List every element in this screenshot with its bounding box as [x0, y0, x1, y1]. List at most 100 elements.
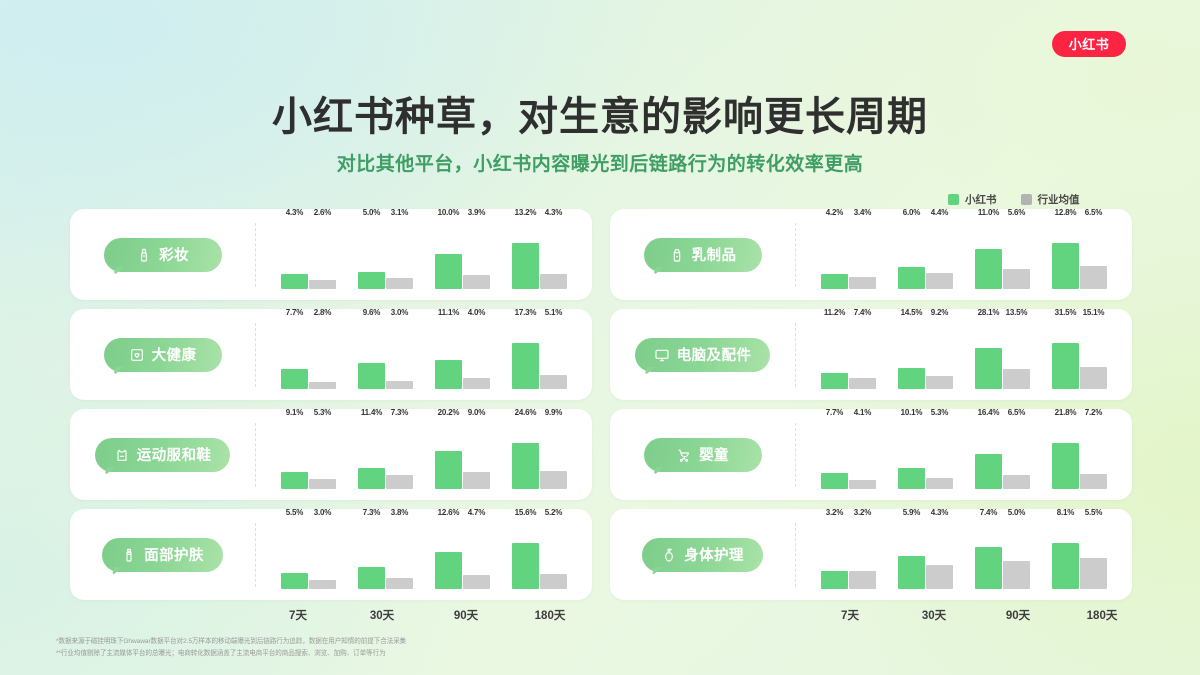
bar-industry: 13.5% [1003, 308, 1030, 389]
category-pill-wrap: 大健康 [70, 337, 255, 372]
bar-column: 5.5% [281, 508, 308, 589]
bar-industry: 9.0% [463, 408, 490, 489]
bar-industry: 3.0% [309, 508, 336, 589]
card-divider [255, 322, 256, 387]
bar-xiaohongshu: 20.2% [435, 408, 462, 489]
footnotes: *数据来源于磁挂明珠下Ghwawar数据平台对2.5万样本的移动端曝光到后链路行… [56, 636, 756, 660]
bar-xiaohongshu: 11.4% [358, 408, 385, 489]
monitor-icon [654, 347, 670, 363]
bar-group: 12.6% 4.7% [435, 508, 490, 589]
bar-group: 8.1% 5.5% [1052, 508, 1107, 589]
bar-value-label: 5.3% [313, 408, 332, 417]
bar-column: 12.8% [1052, 208, 1079, 289]
bar-column: 3.0% [309, 508, 336, 589]
axis-tick-label: 180天 [534, 610, 566, 622]
lotion-bottle-icon [661, 547, 677, 563]
category-pill[interactable]: 彩妆 [103, 237, 222, 272]
bar-column: 11.0% [975, 208, 1002, 289]
bar-value-label: 5.5% [1084, 508, 1103, 517]
bar-value-label: 4.1% [853, 408, 872, 417]
bar-xiaohongshu: 11.0% [975, 208, 1002, 289]
category-pill[interactable]: 婴童 [643, 437, 762, 472]
bar-group: 11.1% 4.0% [435, 308, 490, 389]
legend-item-0: 小红书 [948, 192, 997, 207]
bar-xiaohongshu: 3.2% [821, 508, 848, 589]
bar-value-label: 10.1% [900, 408, 923, 417]
bar-column: 5.0% [358, 208, 385, 289]
bar-column: 5.2% [540, 508, 567, 589]
bar-column: 4.2% [821, 208, 848, 289]
bar-value-label: 6.5% [1084, 208, 1103, 217]
bar-column: 7.3% [358, 508, 385, 589]
bar-xiaohongshu: 17.3% [512, 308, 539, 389]
category-pill-label: 乳制品 [691, 248, 737, 264]
bar-xiaohongshu: 11.1% [435, 308, 462, 389]
bar-column: 11.4% [358, 408, 385, 489]
bar-value-label: 6.0% [902, 208, 921, 217]
category-pill-label: 电脑及配件 [676, 348, 752, 364]
page-subtitle: 对比其他平台，小红书内容曝光到后链路行为的转化效率更高 [336, 154, 864, 175]
category-card: 大健康 7.7% 2.8% 9.6% 3.0% 11.1% 4.0% 17.3% 5.1% [70, 308, 592, 400]
bar-industry: 9.9% [540, 408, 567, 489]
bar-value-label: 11.2% [823, 308, 846, 317]
category-pill[interactable]: 大健康 [103, 337, 222, 372]
axis-tick-label: 90天 [1005, 610, 1031, 622]
bar-value-label: 15.6% [514, 508, 537, 517]
bar-industry: 15.1% [1080, 308, 1107, 389]
bar-xiaohongshu: 12.8% [1052, 208, 1079, 289]
bar-xiaohongshu: 16.4% [975, 408, 1002, 489]
bar-group: 14.5% 9.2% [898, 308, 953, 389]
bar-column: 7.7% [821, 408, 848, 489]
bar-value-label: 2.8% [313, 308, 332, 317]
bar-value-label: 4.4% [930, 208, 949, 217]
category-pill[interactable]: 乳制品 [643, 237, 762, 272]
bar-column: 13.2% [512, 208, 539, 289]
bar-column: 4.7% [463, 508, 490, 589]
bar-value-label: 7.4% [979, 508, 998, 517]
axis-tick-label: 90天 [453, 610, 479, 622]
bar-column: 9.9% [540, 408, 567, 489]
category-pill[interactable]: 身体护理 [642, 537, 763, 572]
bar-value-label: 5.1% [544, 308, 563, 317]
bar-column: 4.4% [926, 208, 953, 289]
card-divider [795, 422, 796, 487]
category-pill[interactable]: 运动服和鞋 [94, 437, 231, 472]
bar-group: 7.4% 5.0% [975, 508, 1030, 589]
footnote-line: *数据来源于磁挂明珠下Ghwawar数据平台对2.5万样本的移动端曝光到后链路行… [56, 638, 407, 645]
bar-column: 3.0% [386, 308, 413, 389]
bar-column: 2.8% [309, 308, 336, 389]
bar-industry: 4.7% [463, 508, 490, 589]
panel-bar-chart: 9.1% 5.3% 11.4% 7.3% 20.2% 9.0% 24.6% 9.9% [256, 408, 592, 500]
bar-column: 16.4% [975, 408, 1002, 489]
bar-column: 7.4% [975, 508, 1002, 589]
bar-group: 10.1% 5.3% [898, 408, 953, 489]
bar-value-label: 5.2% [544, 508, 563, 517]
bar-industry: 9.2% [926, 308, 953, 389]
bar-value-label: 7.3% [362, 508, 381, 517]
category-pill[interactable]: 面部护肤 [102, 537, 223, 572]
bar-value-label: 8.1% [1056, 508, 1075, 517]
card-divider [795, 222, 796, 287]
bar-column: 8.1% [1052, 508, 1079, 589]
bar-group: 11.2% 7.4% [821, 308, 876, 389]
bar-column: 4.3% [540, 208, 567, 289]
footnote-line: **行业均值剔除了主流媒体平台的总曝光；电商转化数据涵盖了主流电商平台的商品搜索… [56, 650, 386, 658]
bar-xiaohongshu: 7.4% [975, 508, 1002, 589]
bar-value-label: 12.6% [437, 508, 460, 517]
bar-xiaohongshu: 15.6% [512, 508, 539, 589]
bar-value-label: 7.2% [1084, 408, 1103, 417]
bar-group: 7.7% 4.1% [821, 408, 876, 489]
bar-column: 12.6% [435, 508, 462, 589]
bar-column: 5.3% [309, 408, 336, 489]
bar-industry: 5.1% [540, 308, 567, 389]
bar-xiaohongshu: 13.2% [512, 208, 539, 289]
category-pill[interactable]: 电脑及配件 [634, 337, 771, 372]
bar-industry: 3.2% [849, 508, 876, 589]
bar-group: 5.5% 3.0% [281, 508, 336, 589]
bar-group: 7.7% 2.8% [281, 308, 336, 389]
bar-value-label: 9.6% [362, 308, 381, 317]
panel-bar-chart: 7.7% 4.1% 10.1% 5.3% 16.4% 6.5% 21.8% 7.2% [796, 408, 1132, 500]
category-card: 婴童 7.7% 4.1% 10.1% 5.3% 16.4% 6.5% 21.8% 7.2% [610, 408, 1132, 500]
bar-group: 13.2% 4.3% [512, 208, 567, 289]
bar-group: 6.0% 4.4% [898, 208, 953, 289]
